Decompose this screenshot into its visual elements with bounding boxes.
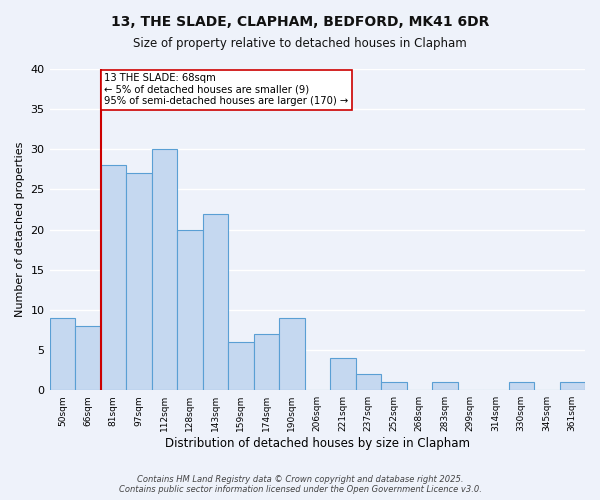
Bar [228,342,254,390]
X-axis label: Distribution of detached houses by size in Clapham: Distribution of detached houses by size … [165,437,470,450]
Text: Size of property relative to detached houses in Clapham: Size of property relative to detached ho… [133,38,467,51]
Bar [381,382,407,390]
Text: 13 THE SLADE: 68sqm
← 5% of detached houses are smaller (9)
95% of semi-detached: 13 THE SLADE: 68sqm ← 5% of detached hou… [104,73,349,106]
Bar [560,382,585,390]
Bar [75,326,101,390]
Bar [509,382,534,390]
Bar [203,214,228,390]
Text: 13, THE SLADE, CLAPHAM, BEDFORD, MK41 6DR: 13, THE SLADE, CLAPHAM, BEDFORD, MK41 6D… [111,15,489,29]
Y-axis label: Number of detached properties: Number of detached properties [15,142,25,318]
Bar [356,374,381,390]
Text: Contains HM Land Registry data © Crown copyright and database right 2025.
Contai: Contains HM Land Registry data © Crown c… [119,474,481,494]
Bar [432,382,458,390]
Bar [279,318,305,390]
Bar [254,334,279,390]
Bar [50,318,75,390]
Bar [126,174,152,390]
Bar [330,358,356,390]
Bar [177,230,203,390]
Bar [152,150,177,390]
Bar [101,166,126,390]
